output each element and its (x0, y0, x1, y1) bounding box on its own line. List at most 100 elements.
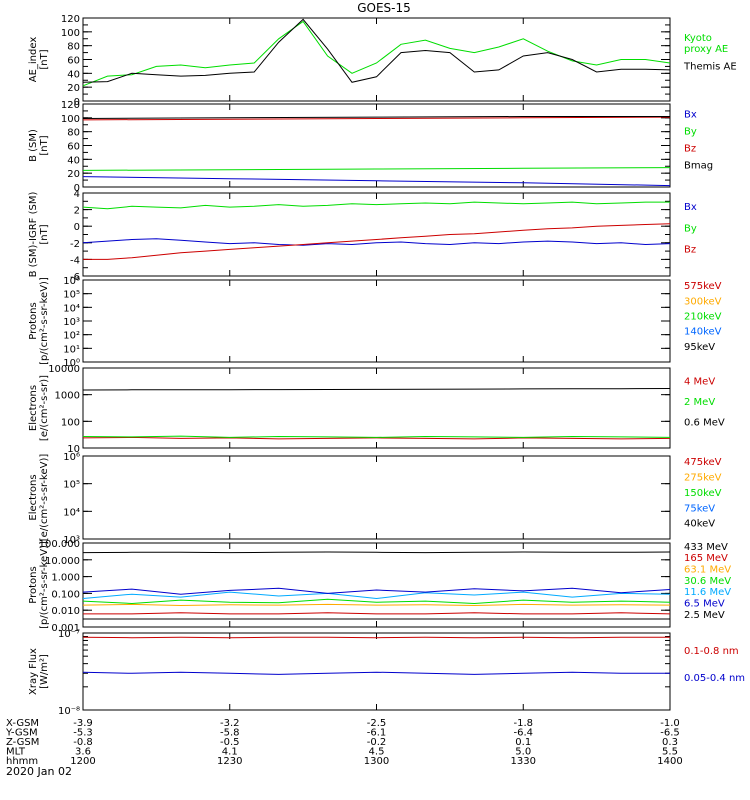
legend-label: Kyoto (684, 33, 712, 44)
x-row-name: Z-GSM (6, 737, 39, 748)
series-line-ae-kyoto-proxy-ae (82, 20, 671, 87)
y-tick-label: 100 (61, 417, 80, 428)
series-line-protons-mev-433-mev (82, 551, 671, 554)
y-tick-label: 10² (63, 331, 80, 342)
y-tick-label: 20 (67, 169, 80, 180)
panel-electrons-mev: 10 100 1000 10000 Electrons [e/(cm²-s-sr)] 4 M… (28, 364, 725, 455)
y-axis-label: [nT] (39, 224, 50, 244)
series-line-protons-mev-6-5-mev (82, 587, 671, 595)
legend-label: By (684, 223, 697, 234)
y-tick-label: 10¹ (63, 344, 80, 355)
legend-label: 0.1-0.8 nm (684, 646, 739, 657)
x-row-name: X-GSM (6, 718, 39, 729)
y-axis-label: Electrons (28, 474, 39, 520)
y-axis-label: AE_index (28, 37, 39, 83)
y-tick-label: 10⁵ (63, 480, 80, 491)
y-tick-label: -2 (70, 239, 80, 250)
x-row-value: -2.5 (367, 718, 387, 729)
legend-label: 210keV (684, 311, 722, 322)
series-line-bigrf-bx (82, 238, 671, 246)
legend-label: proxy AE (684, 44, 728, 55)
panel-frame (82, 17, 671, 102)
x-row-value: -5.3 (73, 728, 93, 739)
series-line-electrons-mev-0-6-mev (82, 388, 671, 391)
legend-label: 11.6 MeV (684, 587, 731, 598)
legend-label: By (684, 126, 697, 137)
y-tick-label: 10⁵ (63, 290, 80, 301)
y-tick-label: 10.000 (45, 556, 80, 567)
y-tick-label: -4 (70, 255, 80, 266)
y-tick-label: 120 (61, 100, 80, 111)
x-row-value: 1400 (657, 756, 682, 767)
series-line-xray-0-05-0-4-nm (82, 671, 670, 675)
panel-xray: 10⁻⁸ 10⁻⁷ Xray Flux [W/m²] 0.1-0.8 nm 0.05-0.… (28, 629, 745, 717)
legend-label: Bz (684, 245, 696, 256)
x-row-value: 5.5 (662, 747, 678, 758)
y-tick-label: 0 (74, 97, 80, 108)
y-axis-label: [e/(cm²-s-sr)] (39, 375, 50, 441)
y-tick-label: 10⁴ (63, 303, 80, 314)
y-tick-label: 100 (61, 28, 80, 39)
legend-label: Bx (684, 202, 697, 213)
legend-label: Bx (684, 110, 697, 121)
y-axis-label: Xray Flux (28, 648, 39, 695)
y-tick-label: 10⁶ (63, 276, 80, 287)
y-axis-label: [p/(cm²-s-sr-keV)] (39, 277, 50, 365)
panel-bsm: 0 20 40 60 80 100 120 B (SM) [nT] Bx By Bz Bmag (28, 100, 713, 194)
legend-label: 2 MeV (684, 397, 715, 408)
x-row-value: 1200 (70, 756, 95, 767)
x-row-value: -3.2 (220, 718, 240, 729)
x-row-value: 1230 (217, 756, 242, 767)
series-line-bsm-by (82, 167, 671, 171)
x-row-value: -6.5 (660, 728, 680, 739)
legend-label: 4 MeV (684, 376, 715, 387)
y-tick-label: 60 (67, 142, 80, 153)
y-tick-label: 10⁻⁸ (58, 706, 80, 717)
series-line-protons-mev-30-6-mev (82, 598, 671, 605)
x-row-value: -6.1 (367, 728, 387, 739)
y-tick-label: 10 (67, 444, 80, 455)
legend-label: Bz (684, 143, 696, 154)
x-row-value: 4.5 (369, 747, 385, 758)
y-tick-label: 10⁰ (63, 358, 80, 369)
y-tick-label: 2 (74, 206, 80, 217)
y-axis-label: [p/(cm²-s-sr-keV)] (39, 541, 50, 629)
y-tick-label: 10⁶ (63, 452, 80, 463)
legend-label: 40keV (684, 519, 715, 530)
y-tick-label: 0.100 (51, 589, 80, 600)
panel-bigrf: -6 -4 -2 0 2 4 B (SM)-IGRF (SM) [nT] Bx By Bz (28, 189, 697, 283)
legend-label: 0.6 MeV (684, 417, 725, 428)
legend-label: 2.5 MeV (684, 610, 725, 621)
series-line-bigrf-bz (83, 223, 671, 260)
x-row-value: -0.5 (220, 737, 240, 748)
panel-frame (82, 192, 671, 277)
legend-label: 165 MeV (684, 553, 728, 564)
series-line-protons-mev-165-mev (83, 612, 671, 615)
series-line-bsm-bmag (82, 116, 670, 119)
y-tick-label: 10³ (63, 535, 80, 546)
y-tick-label: 0.001 (51, 623, 80, 634)
panel-electrons-kev: 10³ 10⁴ 10⁵ 10⁶ Electrons [e/(cm²-s-sr-keV)] 4… (28, 452, 722, 546)
x-row-name: Y-GSM (5, 728, 38, 739)
legend-label: 575keV (684, 281, 722, 292)
series-line-protons-mev-11-6-mev (82, 591, 671, 600)
y-tick-label: 100.000 (39, 539, 80, 550)
series-line-bsm-bx (82, 176, 671, 187)
legend-label: 433 MeV (684, 542, 728, 553)
y-tick-label: 10⁴ (63, 507, 80, 518)
x-row-value: -0.2 (367, 737, 387, 748)
y-axis-label: Electrons (28, 385, 39, 431)
y-tick-label: 100 (61, 114, 80, 125)
y-axis-label: B (SM) (28, 129, 39, 162)
x-row-value: -0.8 (73, 737, 93, 748)
legend-label: 75keV (684, 503, 715, 514)
legend-label: 6.5 MeV (684, 599, 725, 610)
panel-frame (82, 279, 671, 363)
y-tick-label: 40 (67, 155, 80, 166)
panel-frame (82, 632, 671, 711)
y-tick-label: 1.000 (51, 573, 80, 584)
x-row-value: -1.8 (513, 718, 533, 729)
